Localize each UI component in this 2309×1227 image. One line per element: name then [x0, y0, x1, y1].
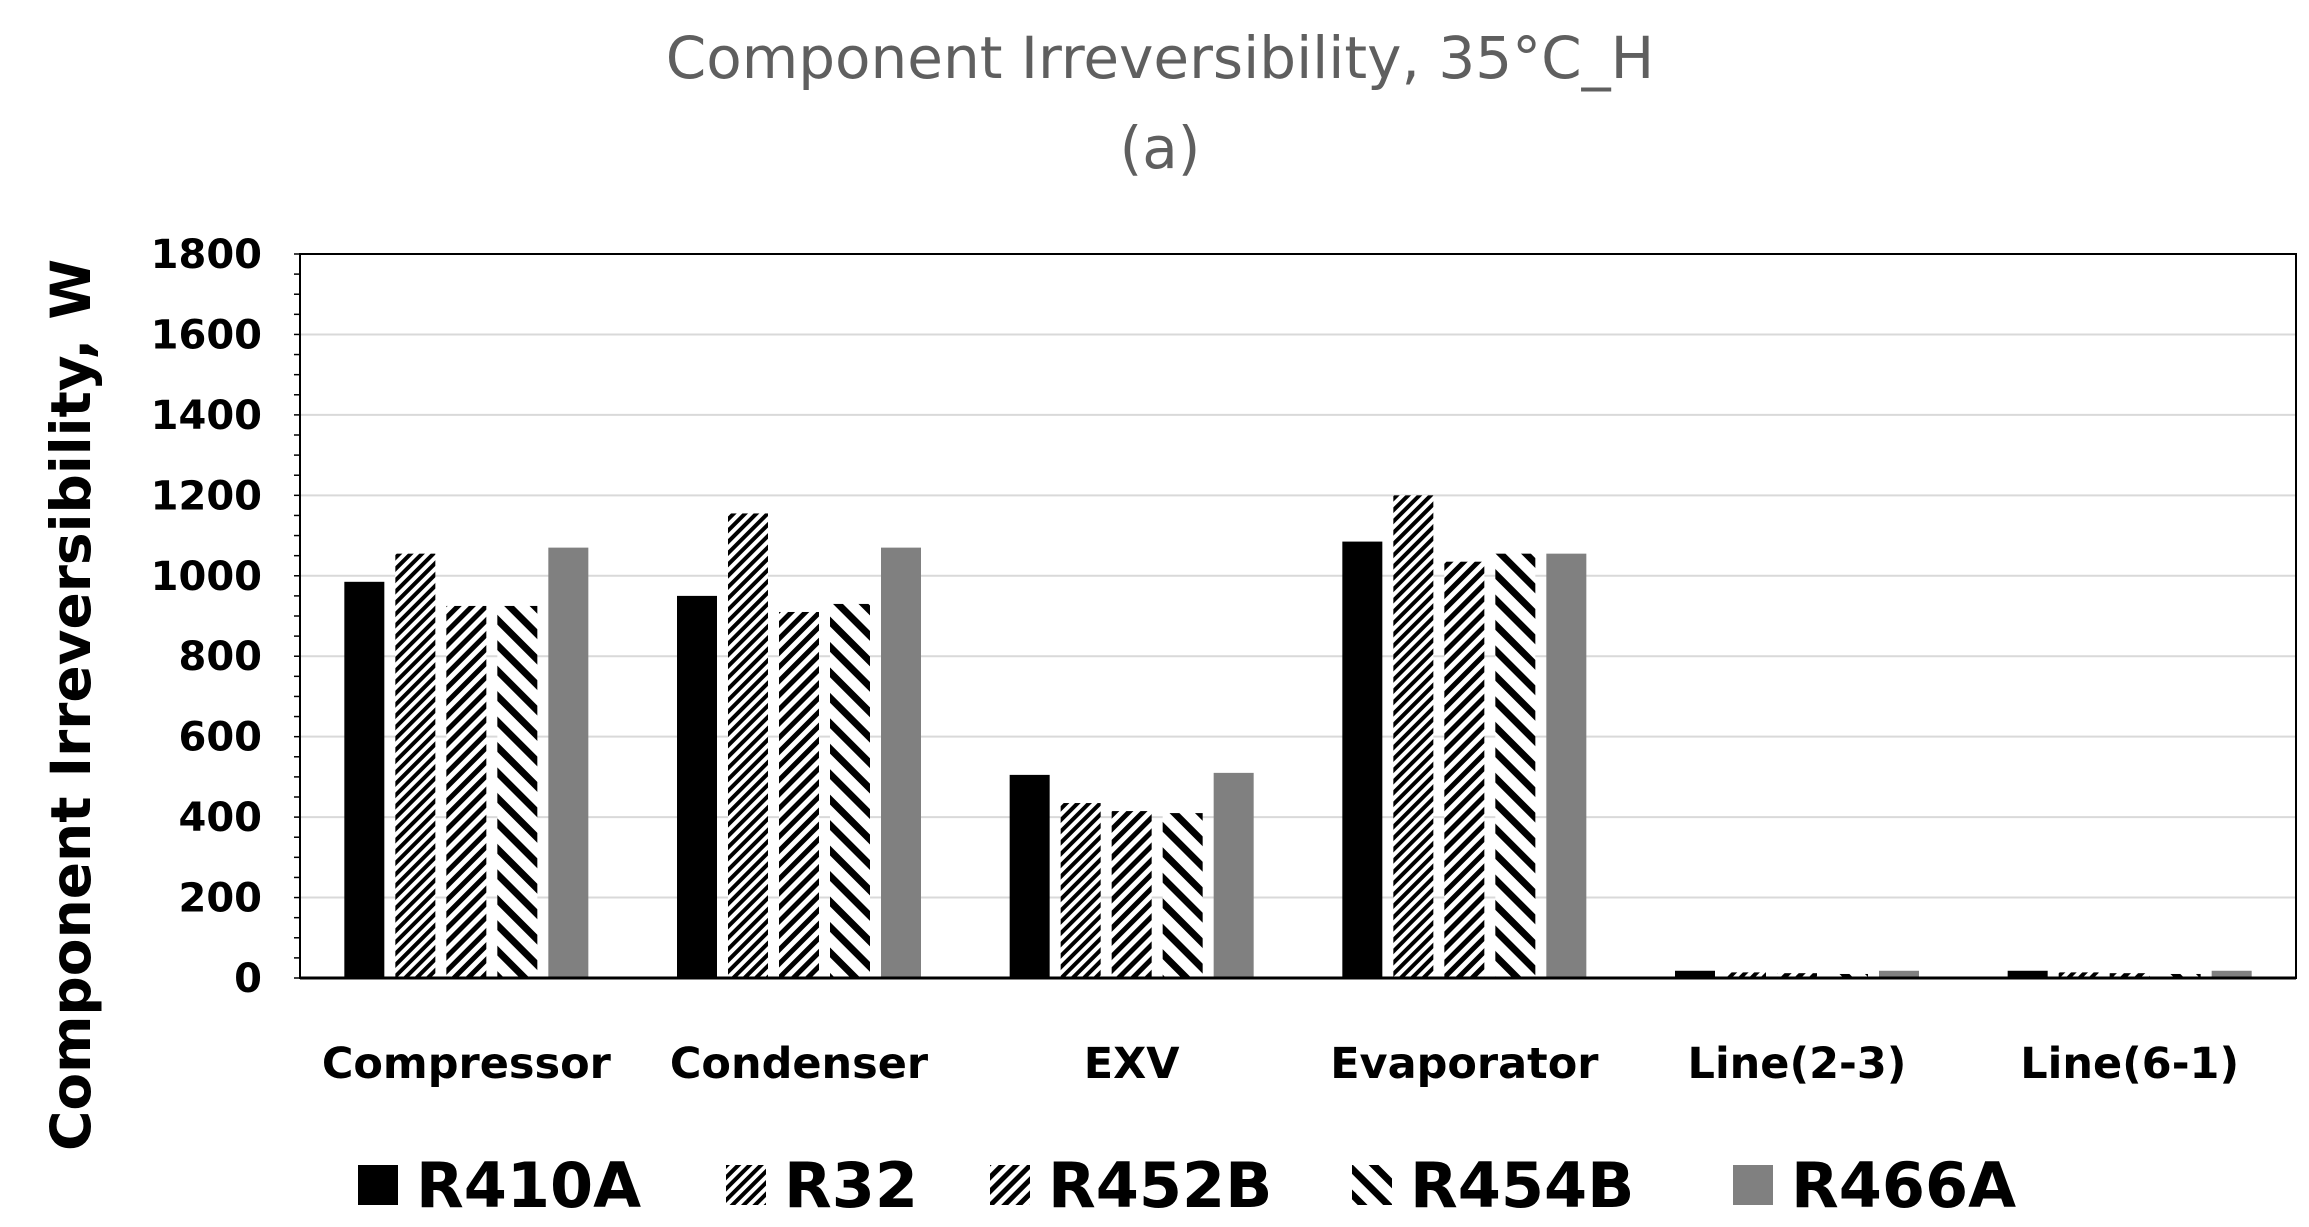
- bar-r410a-compressor: [344, 581, 385, 978]
- legend-label-r452b: R452B: [1048, 1149, 1272, 1222]
- legend-label-r32: R32: [784, 1149, 918, 1222]
- bar-r410a-line-6-1-: [2007, 970, 2048, 978]
- y-tick-label: 600: [179, 715, 263, 761]
- plot-frame: [299, 253, 2297, 979]
- legend-swatch-r454b: [1352, 1165, 1392, 1205]
- bar-r32-line-6-1-: [2058, 972, 2099, 978]
- bar-r32-evaporator: [1393, 495, 1434, 978]
- y-tick-label: 1000: [151, 554, 262, 600]
- y-tick-label: 1800: [151, 232, 262, 278]
- bar-r454b-line-6-1-: [2160, 973, 2201, 978]
- category-label: Line(6-1): [2020, 1039, 2239, 1089]
- bar-r32-line-2-3-: [1726, 972, 1766, 978]
- bar-r466a-condenser: [881, 547, 921, 978]
- legend-label-r454b: R454B: [1410, 1149, 1634, 1222]
- bar-r454b-exv: [1162, 813, 1203, 978]
- bar-r410a-line-2-3-: [1675, 970, 1715, 978]
- legend-label-r466a: R466A: [1791, 1149, 2016, 1222]
- y-tick-label: 200: [179, 876, 263, 922]
- y-tick-label: 1600: [151, 312, 262, 358]
- legend: R410A R32 R452B R454B R466A: [358, 1149, 2016, 1222]
- bar-r410a-exv: [1009, 774, 1050, 978]
- bar-r466a-exv: [1213, 772, 1254, 978]
- category-labels: Compressor Condenser EXV Evaporator Line(2-3…: [322, 1039, 2239, 1089]
- bar-r452b-condenser: [779, 611, 819, 978]
- bar-r410a-evaporator: [1342, 541, 1383, 978]
- bar-r452b-evaporator: [1444, 561, 1485, 978]
- bar-r466a-line-6-1-: [2211, 970, 2252, 978]
- bar-r32-exv: [1060, 803, 1101, 978]
- chart-subtitle: (a): [1120, 114, 1201, 182]
- category-label: Line(2-3): [1688, 1039, 1907, 1089]
- bars: [344, 495, 2252, 978]
- bar-r452b-exv: [1111, 811, 1152, 978]
- chart-title: Component Irreversibility, 35°C_H: [666, 24, 1655, 92]
- legend-swatch-r410a: [358, 1165, 398, 1205]
- bar-r454b-condenser: [830, 603, 870, 978]
- y-tick-label: 1200: [151, 473, 262, 519]
- category-label: Evaporator: [1330, 1039, 1599, 1089]
- y-tick-label: 1400: [151, 393, 262, 439]
- bar-r466a-line-2-3-: [1879, 970, 1919, 978]
- bar-r466a-evaporator: [1546, 553, 1587, 978]
- gridlines: [300, 253, 2296, 899]
- y-tick-label: 400: [179, 795, 263, 841]
- bar-r454b-line-2-3-: [1828, 973, 1868, 978]
- legend-swatch-r452b: [990, 1165, 1030, 1205]
- legend-swatch-r466a: [1733, 1165, 1773, 1205]
- bar-r466a-compressor: [548, 547, 589, 978]
- bar-r32-compressor: [395, 553, 436, 978]
- category-label: Compressor: [322, 1039, 612, 1089]
- y-tick-label: 0: [234, 956, 262, 1002]
- bar-r452b-line-6-1-: [2109, 973, 2150, 978]
- bar-r452b-compressor: [446, 605, 487, 978]
- y-tick-labels: 0 200 400 600 800 1000 1200 1400 1600 1800: [151, 232, 262, 1002]
- y-axis-label: Component Irreversibility, W: [39, 259, 103, 1151]
- bar-r32-condenser: [728, 513, 768, 978]
- bar-r452b-line-2-3-: [1777, 973, 1817, 978]
- bar-r454b-evaporator: [1495, 553, 1536, 978]
- legend-label-r410a: R410A: [416, 1149, 641, 1222]
- category-label: Condenser: [670, 1039, 929, 1089]
- axes: [294, 253, 2297, 980]
- bar-r410a-condenser: [677, 595, 717, 978]
- category-label: EXV: [1084, 1039, 1181, 1089]
- bar-r454b-compressor: [497, 605, 538, 978]
- y-tick-label: 800: [179, 634, 263, 680]
- legend-swatch-r32: [726, 1165, 766, 1205]
